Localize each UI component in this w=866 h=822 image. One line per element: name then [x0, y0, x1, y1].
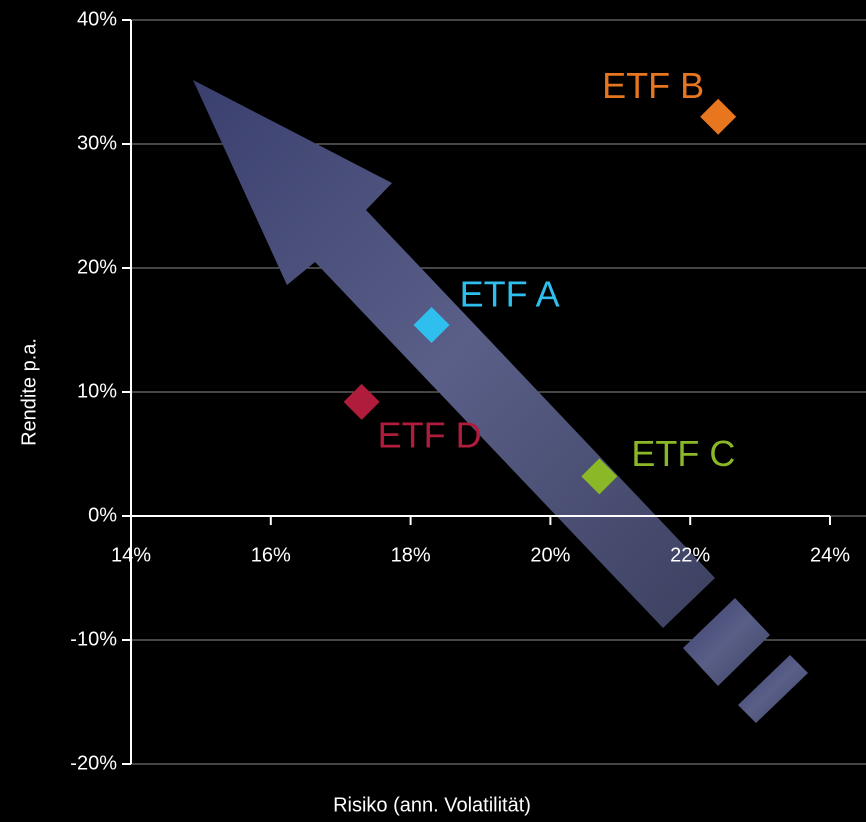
point-label: ETF B — [602, 65, 704, 106]
axes: -20%-10%0%10%20%30%40%14% 16% 18% 20% 22% 24% — [70, 8, 850, 774]
x-tick-label: 16% — [251, 544, 291, 566]
y-axis-title: Rendite p.a. — [18, 338, 40, 446]
data-point — [343, 383, 380, 420]
data-point — [581, 458, 618, 495]
data-point — [700, 98, 737, 135]
x-tick-label: 20% — [530, 544, 570, 566]
y-tick-label: 0% — [88, 504, 117, 526]
y-tick-label: 30% — [77, 132, 117, 154]
arrow-block — [738, 655, 808, 723]
point-label: ETF C — [631, 433, 735, 474]
y-tick-label: -20% — [70, 752, 117, 774]
data-point — [413, 307, 450, 344]
arrow-block — [683, 598, 770, 686]
trend-arrow — [193, 80, 808, 723]
y-tick-label: 10% — [77, 380, 117, 402]
x-tick-label: 24% — [810, 544, 850, 566]
x-tick-label: 18% — [391, 544, 431, 566]
point-label: ETF A — [460, 274, 560, 315]
y-tick-label: -10% — [70, 628, 117, 650]
marks: ETF A ETF B ETF C ETF D — [343, 65, 737, 495]
y-tick-label: 20% — [77, 256, 117, 278]
arrow-body — [193, 80, 715, 628]
point-label: ETF D — [378, 414, 482, 455]
x-tick-label: 22% — [670, 544, 710, 566]
y-tick-label: 40% — [77, 8, 117, 30]
x-axis-title: Risiko (ann. Volatilität) — [333, 794, 531, 816]
